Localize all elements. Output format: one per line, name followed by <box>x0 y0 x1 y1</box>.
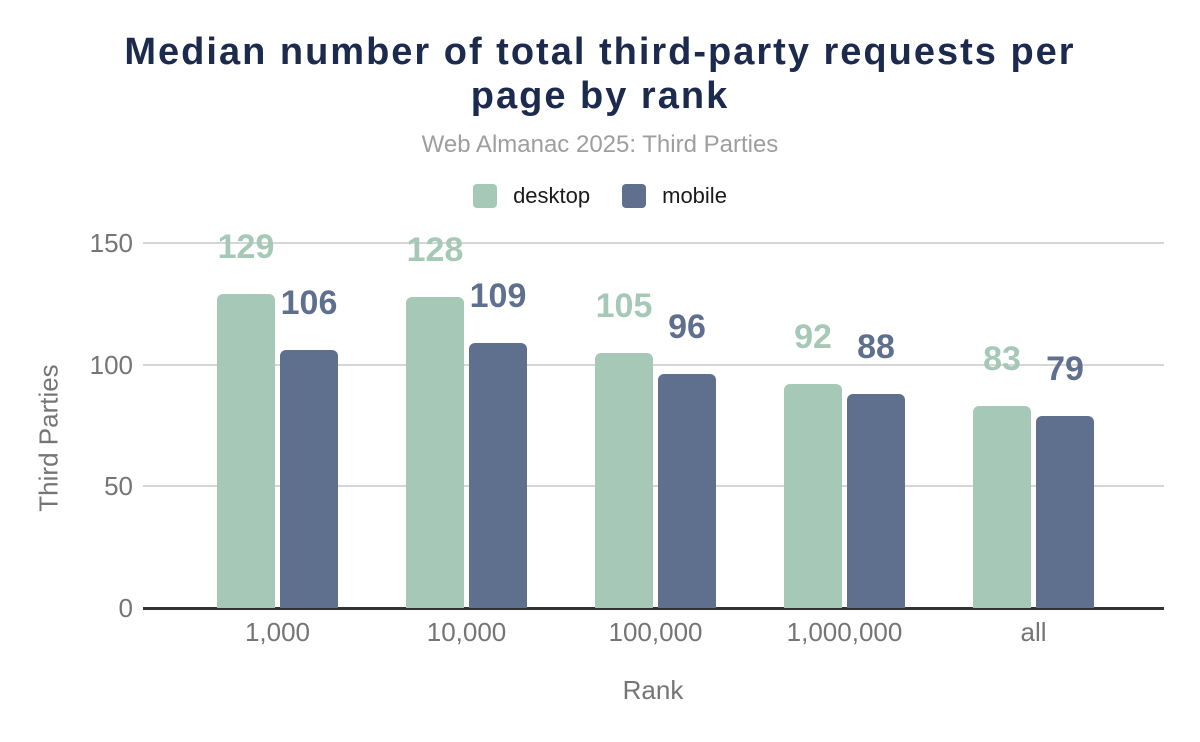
bar-mobile-100000[interactable] <box>658 374 716 608</box>
gridline-150 <box>143 242 1164 244</box>
chart-legend: desktop mobile <box>0 183 1200 209</box>
value-label-mobile-10000: 109 <box>469 276 527 315</box>
x-tick-label-all: all <box>1020 617 1047 647</box>
value-label-desktop-1000000: 92 <box>794 318 832 357</box>
legend-label-mobile: mobile <box>662 183 727 208</box>
value-label-desktop-1000: 129 <box>217 228 275 267</box>
x-tick-label-1000000: 1,000,000 <box>786 617 903 647</box>
bar-mobile-1000[interactable] <box>280 350 338 608</box>
y-tick-label-50: 50 <box>104 471 133 502</box>
legend-color-chip-desktop <box>473 184 498 208</box>
x-tick-label-10000: 10,000 <box>426 617 507 647</box>
chart-subtitle: Web Almanac 2025: Third Parties <box>421 131 779 158</box>
value-label-desktop-100000: 105 <box>595 286 653 325</box>
y-tick-label-100: 100 <box>89 349 133 380</box>
bar-desktop-10000[interactable] <box>406 296 464 608</box>
bar-mobile-1000000[interactable] <box>847 393 905 608</box>
y-tick-label-0: 0 <box>118 593 133 623</box>
x-axis-title: Rank <box>622 675 684 705</box>
value-label-desktop-10000: 128 <box>406 230 464 269</box>
bar-desktop-1000000[interactable] <box>784 384 842 608</box>
value-label-desktop-all: 83 <box>983 340 1021 379</box>
legend-color-chip-mobile <box>622 184 647 208</box>
y-tick-label-150: 150 <box>89 228 133 258</box>
x-axis-baseline <box>143 607 1164 610</box>
bar-desktop-100000[interactable] <box>595 352 653 608</box>
legend-label-desktop: desktop <box>513 183 591 208</box>
bar-desktop-1000[interactable] <box>217 294 275 608</box>
value-label-mobile-100000: 96 <box>668 308 706 347</box>
legend-item-mobile[interactable]: mobile <box>622 183 727 209</box>
x-tick-label-1000: 1,000 <box>244 617 311 647</box>
x-tick-label-100000: 100,000 <box>608 617 703 647</box>
legend-item-desktop[interactable]: desktop <box>473 183 590 209</box>
bar-desktop-all[interactable] <box>973 406 1031 608</box>
chart-title: Median number of total third-party reque… <box>124 31 1076 117</box>
bar-mobile-10000[interactable] <box>469 342 527 608</box>
value-label-mobile-1000: 106 <box>280 284 338 323</box>
value-label-mobile-all: 79 <box>1046 349 1084 388</box>
gridline-100 <box>143 363 1164 366</box>
value-label-mobile-1000000: 88 <box>857 327 895 366</box>
bar-mobile-all[interactable] <box>1036 415 1094 608</box>
gridline-50 <box>143 485 1164 488</box>
